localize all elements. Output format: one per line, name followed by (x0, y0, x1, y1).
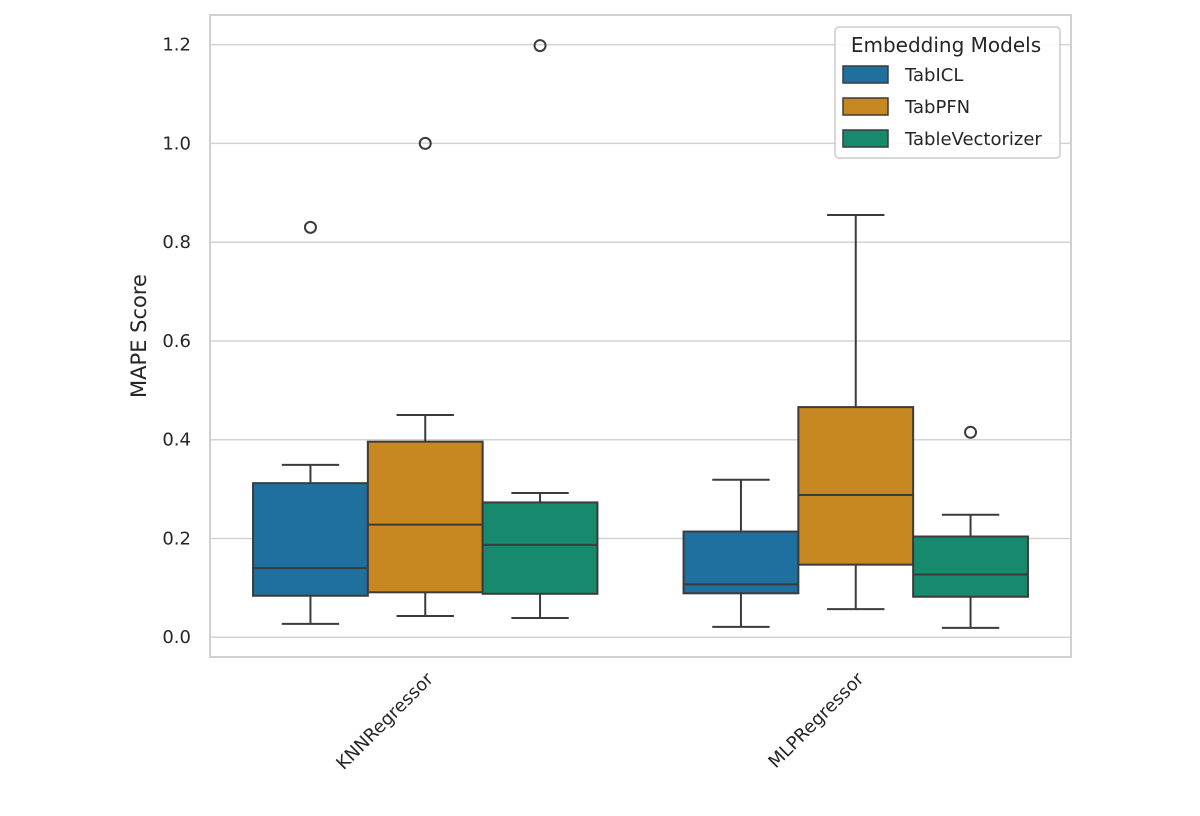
legend-items: TabICL TabPFN TableVectorizer (842, 65, 1042, 150)
box-tablevectorizer-mlpregressor (912, 425, 1029, 629)
legend: Embedding Models TabICL TabPFN TableVector… (834, 26, 1061, 159)
box-tabpfn-knnregressor (366, 136, 484, 618)
legend-item-tablevectorizer: TableVectorizer (842, 129, 1042, 150)
y-tick-label: 1.2 (162, 35, 191, 56)
box-iqr (682, 530, 800, 595)
legend-swatch (842, 65, 889, 84)
y-tick-label: 0.6 (162, 331, 191, 352)
outlier-point (964, 425, 978, 439)
legend-label: TabICL (904, 65, 963, 86)
box-tabpfn-mlpregressor (797, 214, 915, 611)
y-tick-label: 1.0 (162, 133, 191, 154)
plot-frame (209, 14, 1072, 658)
x-tick-label: MLPRegressor (764, 668, 868, 772)
y-tick-label: 0.8 (162, 232, 191, 253)
legend-swatch (842, 97, 889, 116)
outlier-point (303, 220, 317, 234)
legend-label: TabPFN (904, 97, 970, 118)
box-iqr (366, 440, 484, 594)
outlier-point (533, 39, 547, 53)
box-tablevectorizer-knnregressor (481, 39, 599, 619)
box-iqr (912, 535, 1029, 598)
legend-swatch (842, 129, 889, 148)
box-plot-series (252, 39, 1029, 629)
legend-item-tabpfn: TabPFN (842, 97, 970, 118)
y-axis-ticks: 0.0 0.2 0.4 0.6 0.8 1.0 1.2 (162, 35, 191, 649)
y-tick-label: 0.0 (162, 627, 191, 648)
legend-label: TableVectorizer (904, 129, 1042, 150)
y-axis-label: MAPE Score (127, 274, 151, 398)
box-iqr (252, 482, 369, 597)
legend-frame (834, 26, 1061, 159)
x-axis-ticks: KNNRegressor MLPRegressor (332, 668, 868, 774)
outlier-point (418, 136, 432, 150)
legend-item-tabicl: TabICL (842, 65, 963, 86)
box-tabicl-knnregressor (252, 220, 369, 625)
x-tick-label: KNNRegressor (332, 668, 438, 774)
box-iqr (797, 406, 915, 566)
box-iqr (481, 501, 599, 595)
box-tabicl-mlpregressor (682, 478, 800, 628)
y-tick-label: 0.2 (162, 528, 191, 549)
y-tick-label: 0.4 (162, 430, 191, 451)
legend-title: Embedding Models (851, 33, 1041, 57)
